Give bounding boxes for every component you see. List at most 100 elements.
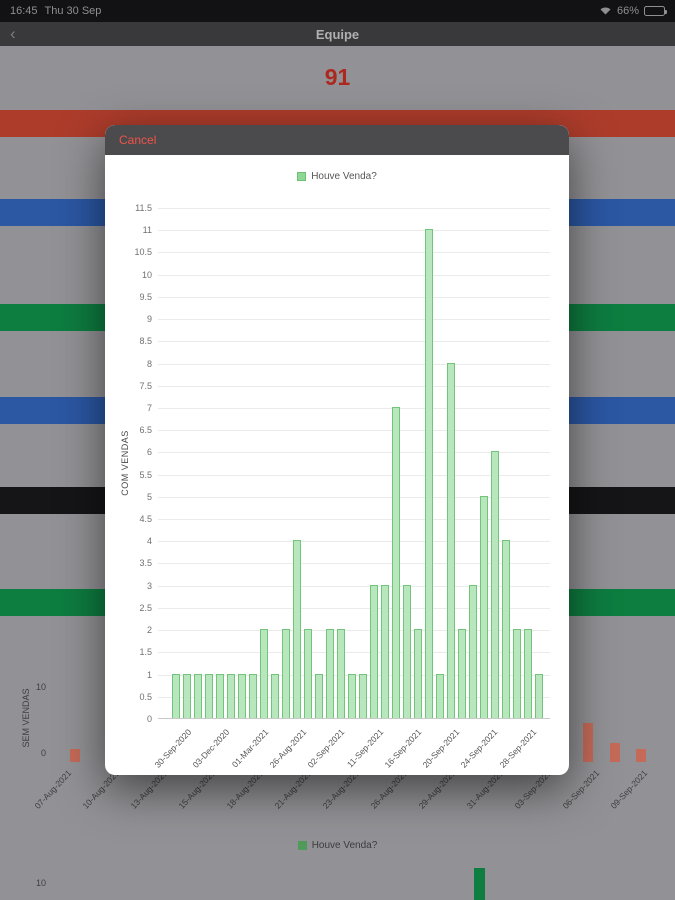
y-tick-label: 10.5 — [134, 247, 152, 258]
bg-chart-bar — [70, 749, 80, 762]
status-date: Thu 30 Sep — [44, 5, 102, 17]
gridline — [158, 363, 550, 365]
chart-bar — [436, 673, 444, 718]
chart-bar — [205, 673, 213, 718]
bg-x-tick-label: 06-Sep-2021 — [560, 768, 602, 811]
chart-bar — [370, 584, 378, 718]
chart-bar — [458, 629, 466, 718]
chart-bar — [469, 584, 477, 718]
nav-bar: ‹ Equipe — [0, 22, 675, 46]
bg-chart-bar — [583, 723, 593, 762]
bg-legend: Houve Venda? — [0, 840, 675, 851]
chart-bar — [392, 406, 400, 718]
y-tick-label: 10 — [141, 269, 152, 280]
chart-bar — [238, 673, 246, 718]
gridline — [158, 496, 550, 498]
bg-chart-bar — [636, 749, 646, 762]
y-tick-label: 2.5 — [139, 602, 152, 613]
chart-bar — [403, 584, 411, 718]
gridline — [158, 341, 550, 343]
bg-chart-bar — [610, 742, 620, 762]
gridline — [158, 585, 550, 587]
cancel-button[interactable]: Cancel — [119, 133, 157, 147]
bg-x-tick-label: 07-Aug-2021 — [32, 768, 74, 811]
chart-bar — [480, 495, 488, 718]
chart-bar — [249, 673, 257, 718]
chart-bar — [502, 540, 510, 718]
modal-legend-label: Houve Venda? — [311, 171, 377, 182]
y-tick-label: 9 — [146, 314, 152, 325]
battery-percent: 66% — [616, 5, 639, 17]
chart-bar — [337, 629, 345, 718]
chart-bar — [359, 673, 367, 718]
modal-chart-ylabel: COM VENDAS — [120, 430, 130, 496]
y-tick-label: 0.5 — [139, 691, 152, 702]
status-time: 16:45 — [10, 5, 38, 17]
y-tick-label: 5 — [146, 491, 152, 502]
y-tick-label: 0 — [146, 714, 152, 724]
modal-legend: Houve Venda? — [105, 171, 569, 182]
chart-modal: Cancel Houve Venda? COM VENDAS 0 0.5 1 1.5 2… — [105, 125, 569, 775]
status-bar: 16:45 Thu 30 Sep 66% — [0, 0, 675, 22]
back-button[interactable]: ‹ — [10, 24, 16, 43]
bottom-chart-bar — [474, 868, 485, 900]
chart-bar — [513, 629, 521, 718]
gridline — [158, 452, 550, 454]
modal-header: Cancel — [105, 125, 569, 155]
gridline — [158, 474, 550, 476]
gridline — [158, 274, 550, 276]
y-tick-label: 3.5 — [139, 558, 152, 569]
gridline — [158, 319, 550, 321]
y-tick-label: 6 — [146, 447, 152, 458]
bg-x-tick-label: 26-Aug-2021 — [368, 768, 410, 811]
gridline — [158, 230, 550, 232]
bg-x-tick-label: 23-Aug-2021 — [320, 768, 362, 811]
gridline — [158, 430, 550, 432]
status-left: 16:45 Thu 30 Sep — [10, 5, 101, 17]
gridline — [158, 541, 550, 543]
y-tick-label: 7.5 — [139, 380, 152, 391]
gridline — [158, 563, 550, 565]
bg-x-tick-label: 09-Sep-2021 — [608, 768, 650, 811]
y-tick-label: 5.5 — [139, 469, 152, 480]
chart-bar — [315, 673, 323, 718]
legend-square-icon — [297, 841, 307, 850]
bg-x-tick-label: 03-Sep-2021 — [512, 768, 554, 811]
gridline — [158, 630, 550, 632]
legend-square-icon — [297, 172, 307, 181]
modal-plot: 0 0.5 1 1.5 2 2.5 3 3.5 4 4.5 5 5.5 6 6.5 7 7.5 8 8.5 9 9.5… — [134, 203, 550, 770]
bg-x-tick-label: 15-Aug-2021 — [176, 768, 218, 811]
bg-x-tick-label: 13-Aug-2021 — [128, 768, 170, 811]
battery-cap — [665, 10, 667, 14]
y-tick-label: 4.5 — [139, 514, 152, 525]
chart-bar — [425, 229, 433, 718]
chart-bar — [282, 629, 290, 718]
chart-bar — [381, 584, 389, 718]
y-tick-label: 9.5 — [139, 291, 152, 302]
gridline — [158, 252, 550, 254]
chart-bar — [271, 673, 279, 718]
chart-bar — [414, 629, 422, 718]
chart-bar — [194, 673, 202, 718]
chart-bar — [304, 629, 312, 718]
y-tick-label: 11 — [142, 225, 152, 236]
y-tick-label: 3 — [146, 580, 152, 591]
chart-bar — [216, 673, 224, 718]
chart-bar — [524, 629, 532, 718]
gridline — [158, 519, 550, 521]
chart-bar — [348, 673, 356, 718]
bg-x-tick-label: 29-Aug-2021 — [416, 768, 458, 811]
gridline — [158, 208, 550, 209]
bg-x-tick-label: 21-Aug-2021 — [272, 768, 314, 811]
gridline — [158, 407, 550, 409]
bg-ytick-0: 0 — [40, 748, 46, 758]
wifi-icon — [599, 5, 612, 18]
status-right: 66% — [599, 5, 667, 18]
y-tick-label: 8 — [146, 358, 152, 369]
page-title: Equipe — [315, 26, 360, 42]
gridline — [158, 296, 550, 298]
chart-bar — [227, 673, 235, 718]
chart-bar — [447, 362, 455, 718]
y-tick-label: 2 — [146, 625, 152, 636]
